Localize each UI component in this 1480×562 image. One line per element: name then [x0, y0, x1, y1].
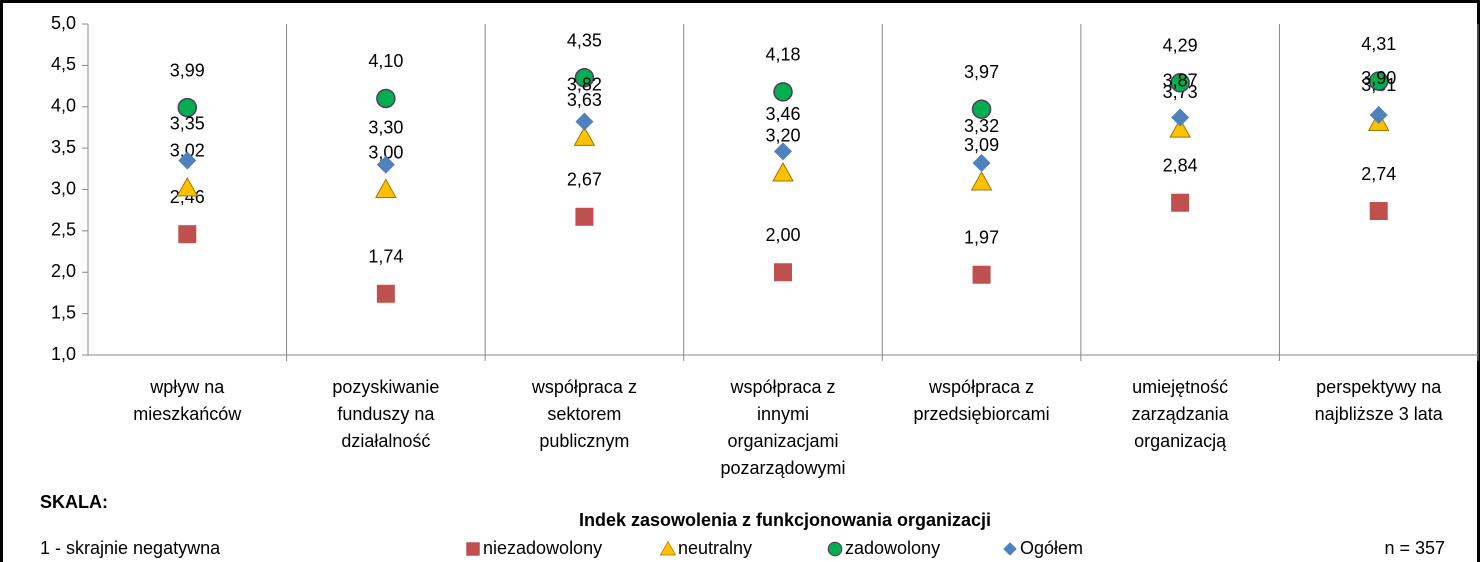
data-label: 2,00	[765, 225, 800, 245]
data-label: 3,82	[567, 74, 602, 94]
data-point	[375, 178, 397, 198]
x-tick-label: mieszkańców	[133, 404, 242, 424]
scale-title: SKALA:	[40, 492, 108, 512]
data-point	[1368, 71, 1389, 91]
x-tick-label: pozyskiwanie	[332, 377, 439, 397]
data-label: 3,97	[964, 62, 999, 82]
x-tick-label: wpływ na	[149, 377, 225, 397]
data-point	[178, 151, 197, 170]
data-label: 3,90	[1361, 68, 1396, 88]
data-label: 3,87	[1163, 70, 1198, 90]
legend-label: niezadowolony	[483, 538, 602, 558]
data-point	[1171, 193, 1190, 212]
legend-marker	[466, 542, 480, 556]
data-point	[1170, 73, 1190, 93]
data-point	[376, 88, 396, 109]
data-point	[774, 263, 792, 282]
data-point	[971, 99, 992, 119]
data-point	[177, 97, 198, 118]
data-label: 3,02	[170, 141, 205, 161]
y-tick-label: 2,5	[51, 220, 76, 240]
x-tick-label: pozarządowymi	[720, 458, 845, 478]
n-note: n = 357	[1384, 538, 1445, 558]
data-point	[575, 207, 594, 226]
data-label: 3,63	[567, 90, 602, 110]
data-point	[1369, 202, 1388, 221]
data-label: 3,20	[765, 126, 800, 146]
x-tick-label: przedsiębiorcami	[914, 404, 1050, 424]
x-tick-label: umiejętność	[1132, 377, 1228, 397]
data-point	[178, 225, 197, 244]
y-tick-label: 1,0	[51, 344, 76, 364]
x-tick-label: innymi	[757, 404, 809, 424]
data-point	[176, 176, 199, 197]
data-point	[772, 161, 794, 182]
data-point	[574, 68, 595, 88]
data-point	[376, 284, 395, 303]
x-tick-label: organizacją	[1134, 431, 1227, 451]
data-point	[376, 155, 395, 174]
y-tick-label: 4,0	[51, 96, 76, 116]
data-point	[972, 154, 991, 173]
x-tick-label: współpraca z	[531, 377, 637, 397]
data-point	[1369, 106, 1388, 125]
data-label: 3,32	[964, 116, 999, 136]
x-tick-label: perspektywy na	[1316, 377, 1442, 397]
data-label: 4,29	[1163, 36, 1198, 56]
legend-marker	[1003, 542, 1017, 556]
data-label: 4,31	[1361, 34, 1396, 54]
data-point	[970, 171, 993, 191]
data-label: 1,97	[964, 227, 999, 247]
y-tick-label: 4,5	[51, 54, 76, 74]
y-tick-label: 3,0	[51, 178, 76, 198]
x-tick-label: funduszy na	[337, 404, 435, 424]
legend-marker	[659, 540, 677, 556]
y-tick-label: 2,0	[51, 261, 76, 281]
x-tick-label: najbliższe 3 lata	[1315, 404, 1444, 424]
data-point	[1171, 108, 1190, 127]
x-tick-label: sektorem	[547, 404, 621, 424]
x-tick-label: współpraca z	[729, 377, 835, 397]
data-label: 3,99	[170, 60, 205, 80]
scale-note: 1 - skrajnie negatywna	[40, 538, 221, 558]
data-point	[575, 112, 594, 131]
data-point	[1169, 118, 1191, 138]
data-label: 2,46	[170, 187, 205, 207]
x-tick-label: działalność	[341, 431, 430, 451]
y-tick-label: 1,5	[51, 302, 76, 322]
data-label: 1,74	[368, 247, 403, 267]
data-point	[972, 265, 991, 284]
data-label: 3,09	[964, 135, 999, 155]
y-tick-label: 5,0	[51, 13, 76, 33]
data-label: 2,67	[567, 170, 602, 190]
data-label: 3,00	[368, 142, 403, 162]
data-label: 4,35	[567, 31, 602, 51]
x-tick-label: zarządzania	[1132, 404, 1230, 424]
data-point	[573, 126, 596, 146]
legend-label: zadowolony	[845, 538, 940, 558]
data-label: 2,84	[1163, 155, 1198, 175]
data-label: 2,74	[1361, 164, 1396, 184]
data-point	[774, 142, 792, 161]
data-label: 3,46	[765, 104, 800, 124]
data-label: 4,18	[765, 45, 800, 65]
y-tick-label: 3,5	[51, 137, 76, 157]
x-tick-label: publicznym	[539, 431, 629, 451]
data-label: 3,35	[170, 113, 205, 133]
x-tick-label: organizacjami	[727, 431, 838, 451]
legend-label: neutralny	[678, 538, 752, 558]
data-label: 4,10	[368, 51, 403, 71]
x-tick-label: współpraca z	[928, 377, 1034, 397]
legend-marker	[827, 541, 843, 557]
data-point	[773, 82, 793, 102]
x-axis-title: Indek zasowolenia z funkcjonowania organ…	[579, 510, 991, 530]
legend-label: Ogółem	[1020, 538, 1083, 558]
data-label: 3,30	[368, 117, 403, 137]
